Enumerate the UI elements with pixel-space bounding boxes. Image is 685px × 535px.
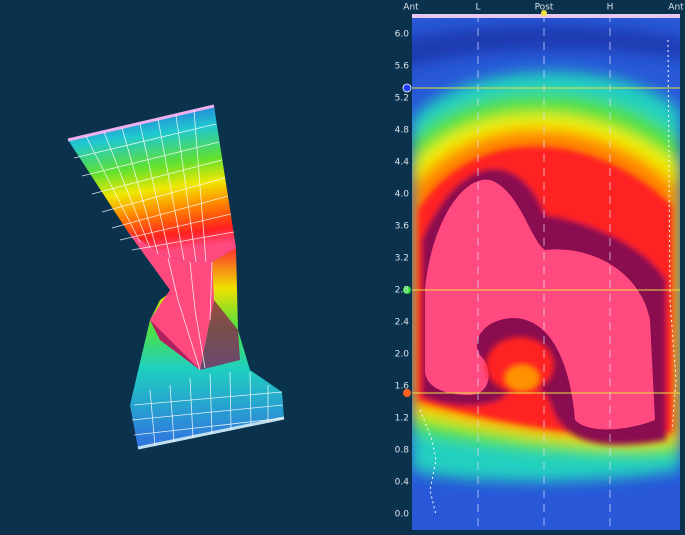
top-label: H bbox=[607, 3, 614, 13]
marker-green[interactable] bbox=[403, 286, 411, 294]
marker-top[interactable] bbox=[541, 10, 547, 16]
depth-label: 4.4 bbox=[395, 158, 410, 168]
depth-label: 4.0 bbox=[395, 190, 410, 200]
marker-blue[interactable] bbox=[402, 83, 412, 93]
marker-orange[interactable] bbox=[403, 389, 411, 397]
depth-label: 0.0 bbox=[395, 510, 410, 520]
depth-label: 2.4 bbox=[395, 318, 410, 328]
depth-label: 4.8 bbox=[395, 126, 410, 136]
depth-label: 5.2 bbox=[395, 94, 409, 104]
depth-label: 3.6 bbox=[395, 222, 410, 232]
depth-label: 1.2 bbox=[395, 414, 409, 424]
axis-labels: Ant L Post H Ant 6.0 5.6 5.2 4.8 4.4 4.0 3.6 3.2 2.8 2… bbox=[395, 3, 684, 520]
heat-map bbox=[412, 14, 680, 530]
map-top-bar bbox=[412, 14, 680, 18]
top-label: Ant bbox=[403, 3, 419, 13]
depth-label: 3.2 bbox=[395, 254, 409, 264]
depth-label: 0.4 bbox=[395, 478, 410, 488]
top-label: L bbox=[475, 3, 480, 13]
depth-label: 2.0 bbox=[395, 350, 410, 360]
depth-label: 6.0 bbox=[395, 30, 410, 40]
top-label: Ant bbox=[668, 3, 684, 13]
depth-label: 0.8 bbox=[395, 446, 410, 456]
depth-label: 5.6 bbox=[395, 62, 410, 72]
depth-label: 2.8 bbox=[395, 286, 410, 296]
depth-label: 1.6 bbox=[395, 382, 410, 392]
top-label: Post bbox=[535, 3, 554, 13]
tube-3d bbox=[67, 104, 285, 450]
